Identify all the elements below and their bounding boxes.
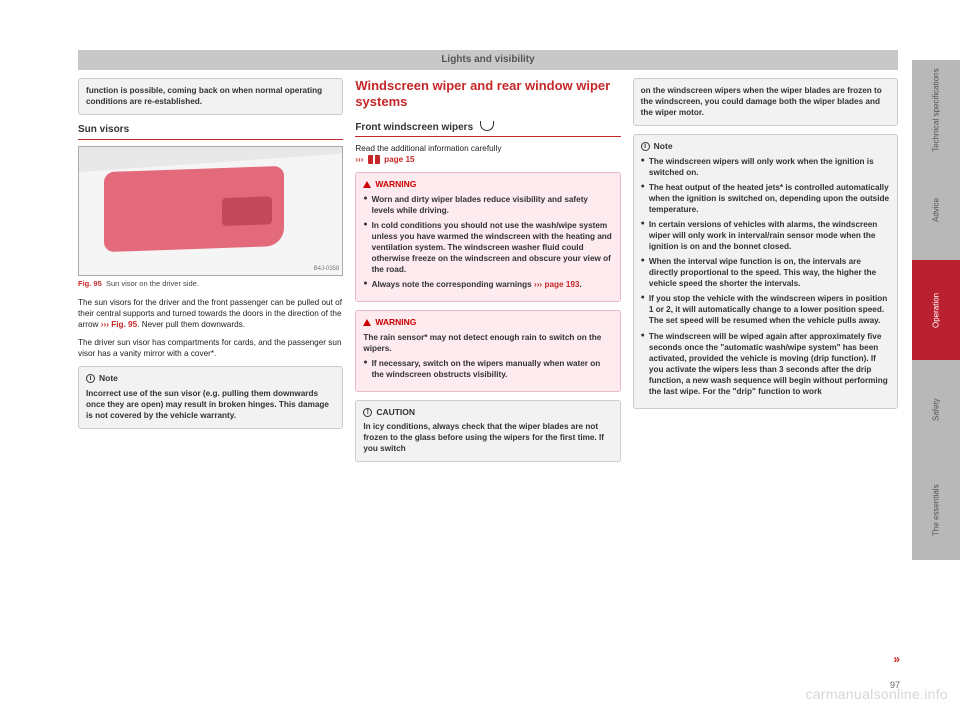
continue-indicator: » <box>893 652 900 666</box>
warning-title-1: WARNING <box>363 179 612 190</box>
front-wipers-title: Front windscreen wipers <box>355 121 620 138</box>
column-3: on the windscreen wipers when the wiper … <box>633 78 898 648</box>
note2-b3: In certain versions of vehicles with ala… <box>641 219 890 252</box>
tab-safety[interactable]: Safety <box>912 360 960 460</box>
warning2-b1: If necessary, switch on the wipers manua… <box>363 358 612 380</box>
figure-caption-text: Sun visor on the driver side. <box>106 279 199 288</box>
figure-caption: Fig. 95 Sun visor on the driver side. <box>78 279 343 289</box>
warning-box-2: WARNING The rain sensor* may not detect … <box>355 310 620 392</box>
book-icon <box>368 155 380 164</box>
figure-code: B4J-0358 <box>314 265 340 273</box>
read-info: Read the additional information carefull… <box>355 143 620 165</box>
note2-b6: The windscreen will be wiped again after… <box>641 331 890 397</box>
fig-ref: ››› Fig. 95 <box>101 320 137 329</box>
warning-title-2: WARNING <box>363 317 612 328</box>
warning-box-1: WARNING Worn and dirty wiper blades redu… <box>355 172 620 302</box>
side-tabs: Technical specifications Advice Operatio… <box>912 60 960 560</box>
warning1-b3: Always note the corresponding warnings ›… <box>363 279 612 290</box>
page-ref-arrows: ››› <box>355 155 363 164</box>
sun-visor-illustration <box>104 165 284 251</box>
carryover-box: function is possible, coming back on whe… <box>78 78 343 115</box>
page-ref: page 15 <box>384 155 415 164</box>
warning1-b2: In cold conditions you should not use th… <box>363 220 612 275</box>
tab-essentials[interactable]: The essentials <box>912 460 960 560</box>
note2-b1: The windscreen wipers will only work whe… <box>641 156 890 178</box>
info-icon: i <box>86 374 95 383</box>
manual-page: Lights and visibility function is possib… <box>78 50 898 670</box>
figure-number: Fig. 95 <box>78 279 102 288</box>
caution-box: ! CAUTION In icy conditions, always chec… <box>355 400 620 463</box>
caution-icon: ! <box>363 408 372 417</box>
caution-text: In icy conditions, always check that the… <box>363 422 604 453</box>
note-text: Incorrect use of the sun visor (e.g. pul… <box>86 389 329 420</box>
warning-icon <box>363 319 371 326</box>
note-title-2: i Note <box>641 141 890 152</box>
tab-advice[interactable]: Advice <box>912 160 960 260</box>
chapter-title: Windscreen wiper and rear window wiper s… <box>355 78 620 111</box>
content-columns: function is possible, coming back on whe… <box>78 78 898 648</box>
warning-icon <box>363 181 371 188</box>
caution-title: ! CAUTION <box>363 407 612 418</box>
caution-continued: on the windscreen wipers when the wiper … <box>641 86 882 117</box>
note2-b2: The heat output of the heated jets* is c… <box>641 182 890 215</box>
wiper-icon <box>480 121 494 131</box>
warning2-p: The rain sensor* may not detect enough r… <box>363 332 612 354</box>
sun-visors-title: Sun visors <box>78 123 343 140</box>
column-1: function is possible, coming back on whe… <box>78 78 343 648</box>
note-box-1: i Note Incorrect use of the sun visor (e… <box>78 366 343 429</box>
tab-operation[interactable]: Operation <box>912 260 960 360</box>
caution-continued-box: on the windscreen wipers when the wiper … <box>633 78 898 126</box>
tab-tech-specs[interactable]: Technical specifications <box>912 60 960 160</box>
note2-b5: If you stop the vehicle with the windscr… <box>641 293 890 326</box>
note2-b4: When the interval wipe function is on, t… <box>641 256 890 289</box>
watermark: carmanualsonline.info <box>806 686 949 702</box>
carryover-text: function is possible, coming back on whe… <box>86 86 322 106</box>
note-title: i Note <box>86 373 335 384</box>
warning1-b1: Worn and dirty wiper blades reduce visib… <box>363 194 612 216</box>
figure-95: B4J-0358 <box>78 146 343 276</box>
column-2: Windscreen wiper and rear window wiper s… <box>355 78 620 648</box>
section-header: Lights and visibility <box>78 50 898 70</box>
sun-visor-paragraph-1: The sun visors for the driver and the fr… <box>78 297 343 330</box>
sun-visor-paragraph-2: The driver sun visor has compartments fo… <box>78 337 343 359</box>
info-icon: i <box>641 142 650 151</box>
note-box-2: i Note The windscreen wipers will only w… <box>633 134 898 409</box>
